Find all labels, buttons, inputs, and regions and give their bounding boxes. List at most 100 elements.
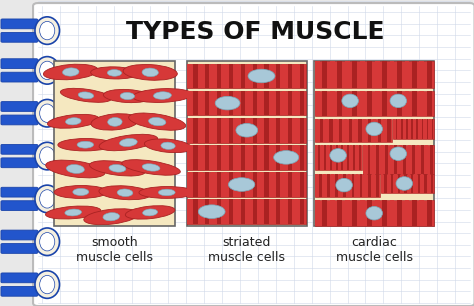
Bar: [427, 61, 432, 88]
FancyBboxPatch shape: [1, 286, 38, 296]
Bar: [235, 118, 239, 143]
Ellipse shape: [390, 94, 407, 108]
Ellipse shape: [390, 147, 407, 160]
Bar: [330, 200, 335, 226]
Bar: [288, 145, 292, 170]
Bar: [353, 145, 355, 170]
Bar: [315, 145, 317, 170]
Bar: [374, 200, 380, 226]
Bar: [356, 174, 358, 197]
Bar: [390, 91, 394, 116]
Bar: [205, 199, 210, 224]
Bar: [408, 174, 410, 193]
Bar: [411, 119, 413, 139]
Bar: [264, 172, 269, 197]
Bar: [404, 61, 410, 88]
Bar: [315, 119, 392, 142]
Bar: [367, 145, 371, 174]
Ellipse shape: [91, 114, 139, 130]
Bar: [330, 61, 335, 88]
Bar: [315, 61, 320, 88]
Bar: [391, 174, 393, 193]
Bar: [253, 199, 257, 224]
Bar: [211, 118, 215, 143]
Ellipse shape: [366, 207, 383, 220]
Bar: [319, 174, 322, 197]
Bar: [264, 199, 269, 224]
FancyBboxPatch shape: [1, 32, 38, 42]
Bar: [294, 145, 298, 170]
Bar: [235, 91, 239, 115]
Bar: [322, 61, 327, 88]
Ellipse shape: [73, 188, 89, 196]
Bar: [322, 200, 327, 226]
Bar: [337, 91, 342, 116]
Bar: [315, 91, 434, 116]
Bar: [427, 200, 432, 226]
Bar: [193, 91, 198, 115]
Bar: [382, 91, 387, 116]
Bar: [223, 199, 227, 224]
Bar: [217, 118, 221, 143]
Bar: [258, 199, 263, 224]
Bar: [258, 64, 263, 88]
Bar: [409, 119, 410, 139]
Ellipse shape: [133, 88, 192, 103]
Bar: [424, 174, 427, 193]
Bar: [193, 64, 198, 88]
Bar: [347, 174, 350, 197]
Bar: [412, 61, 417, 88]
Bar: [258, 118, 263, 143]
Bar: [229, 172, 233, 197]
Bar: [374, 61, 380, 88]
Bar: [258, 91, 263, 115]
Bar: [376, 174, 379, 197]
Bar: [199, 91, 203, 115]
Bar: [205, 145, 210, 170]
Bar: [372, 174, 375, 197]
Ellipse shape: [236, 123, 258, 137]
Bar: [345, 91, 350, 116]
Bar: [334, 119, 337, 142]
Bar: [411, 174, 413, 193]
Bar: [276, 91, 281, 115]
Ellipse shape: [103, 89, 151, 103]
Ellipse shape: [342, 94, 358, 108]
Bar: [323, 174, 326, 197]
Bar: [241, 145, 245, 170]
Bar: [288, 199, 292, 224]
Bar: [253, 145, 257, 170]
Bar: [241, 64, 245, 88]
Bar: [294, 172, 298, 197]
Ellipse shape: [35, 271, 60, 298]
Bar: [372, 145, 375, 174]
Ellipse shape: [40, 147, 55, 165]
Bar: [431, 174, 433, 193]
Bar: [378, 119, 381, 142]
Ellipse shape: [248, 69, 275, 83]
Bar: [432, 119, 434, 139]
Bar: [393, 119, 395, 139]
Bar: [419, 61, 424, 88]
Bar: [282, 118, 286, 143]
Ellipse shape: [128, 113, 186, 130]
Bar: [419, 91, 424, 116]
Bar: [338, 145, 340, 170]
Bar: [300, 64, 304, 88]
Ellipse shape: [60, 88, 111, 102]
Ellipse shape: [139, 187, 194, 198]
Ellipse shape: [99, 134, 158, 151]
Bar: [193, 172, 198, 197]
Bar: [315, 145, 362, 170]
Bar: [318, 145, 320, 170]
Bar: [235, 145, 239, 170]
Bar: [404, 91, 410, 116]
Bar: [408, 145, 410, 174]
Bar: [253, 64, 257, 88]
Bar: [356, 145, 358, 170]
Ellipse shape: [117, 189, 133, 196]
Ellipse shape: [366, 122, 383, 136]
Bar: [223, 118, 227, 143]
Bar: [345, 61, 350, 88]
Text: smooth
muscle cells: smooth muscle cells: [76, 236, 153, 264]
